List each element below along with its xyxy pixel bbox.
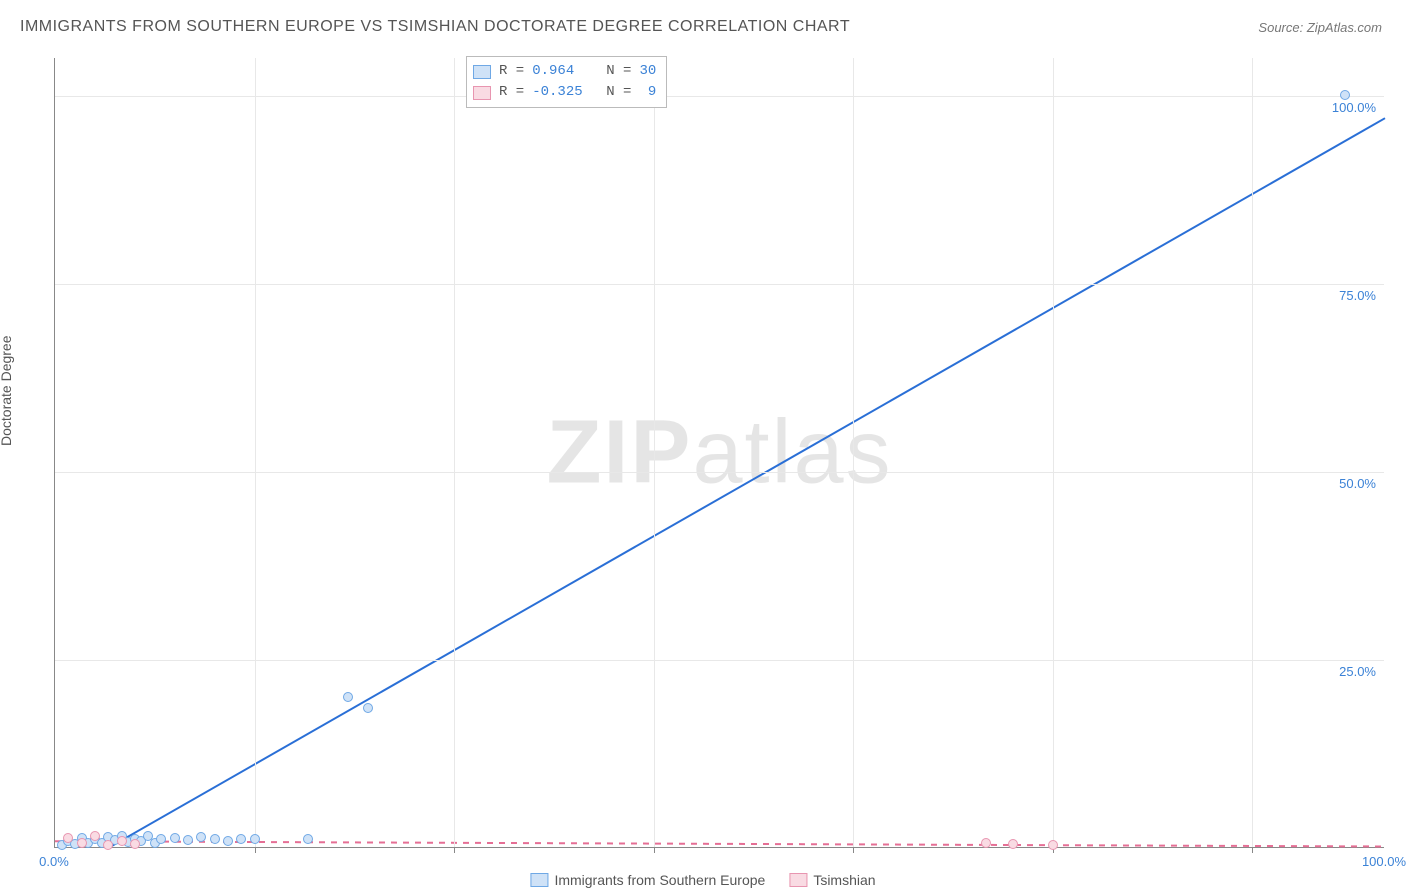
data-point [236, 834, 246, 844]
y-tick-label: 100.0% [1316, 100, 1376, 115]
x-tick [654, 847, 655, 853]
data-point [63, 833, 73, 843]
data-point [1340, 90, 1350, 100]
data-point [1048, 840, 1058, 850]
legend-n-label: N = [606, 82, 631, 103]
legend-item-series-b: Tsimshian [789, 872, 875, 888]
x-tick [454, 847, 455, 853]
legend-r-label: R = [499, 61, 524, 82]
data-point [343, 692, 353, 702]
y-axis-label: Doctorate Degree [0, 335, 14, 446]
data-point [170, 833, 180, 843]
data-point [183, 835, 193, 845]
data-point [223, 836, 233, 846]
gridline-vertical [1252, 58, 1253, 847]
legend-swatch [473, 65, 491, 79]
data-point [363, 703, 373, 713]
legend-row: R = 0.964 N = 30 [473, 61, 656, 82]
data-point [77, 838, 87, 848]
legend-row: R = -0.325 N = 9 [473, 82, 656, 103]
trend-line [108, 118, 1385, 848]
swatch-series-a [530, 873, 548, 887]
data-point [90, 831, 100, 841]
correlation-legend: R = 0.964 N = 30 R = -0.325 N = 9 [466, 56, 667, 108]
watermark-atlas: atlas [692, 402, 892, 502]
data-point [156, 834, 166, 844]
source-label: Source: [1258, 20, 1303, 35]
x-tick [853, 847, 854, 853]
x-tick [1252, 847, 1253, 853]
gridline-vertical [1053, 58, 1054, 847]
legend-label-series-b: Tsimshian [813, 872, 875, 888]
chart-title: IMMIGRANTS FROM SOUTHERN EUROPE VS TSIMS… [20, 18, 850, 36]
gridline-vertical [853, 58, 854, 847]
data-point [196, 832, 206, 842]
data-point [250, 834, 260, 844]
watermark-zip: ZIP [546, 402, 692, 502]
legend-n-label: N = [606, 61, 631, 82]
data-point [210, 834, 220, 844]
y-tick-label: 75.0% [1316, 288, 1376, 303]
legend-r-label: R = [499, 82, 524, 103]
legend-swatch [473, 86, 491, 100]
plot-area: ZIPatlas 25.0% 50.0% 75.0% 100.0% [54, 58, 1384, 848]
data-point [130, 839, 140, 849]
data-point [117, 836, 127, 846]
data-point [1008, 839, 1018, 849]
gridline-vertical [255, 58, 256, 847]
y-tick-label: 50.0% [1316, 476, 1376, 491]
source-attribution: Source: ZipAtlas.com [1258, 20, 1382, 35]
y-tick-label: 25.0% [1316, 664, 1376, 679]
x-tick-label: 0.0% [24, 854, 84, 869]
x-tick [255, 847, 256, 853]
source-value: ZipAtlas.com [1307, 20, 1382, 35]
data-point [981, 838, 991, 848]
gridline-vertical [654, 58, 655, 847]
legend-r-value: -0.325 [532, 82, 598, 103]
series-legend: Immigrants from Southern Europe Tsimshia… [530, 872, 875, 888]
swatch-series-b [789, 873, 807, 887]
legend-label-series-a: Immigrants from Southern Europe [554, 872, 765, 888]
legend-n-value: 30 [639, 61, 656, 82]
legend-item-series-a: Immigrants from Southern Europe [530, 872, 765, 888]
legend-r-value: 0.964 [532, 61, 598, 82]
data-point [103, 840, 113, 850]
x-tick-label: 100.0% [1354, 854, 1406, 869]
gridline-vertical [454, 58, 455, 847]
legend-n-value: 9 [639, 82, 656, 103]
data-point [303, 834, 313, 844]
watermark: ZIPatlas [546, 401, 892, 504]
